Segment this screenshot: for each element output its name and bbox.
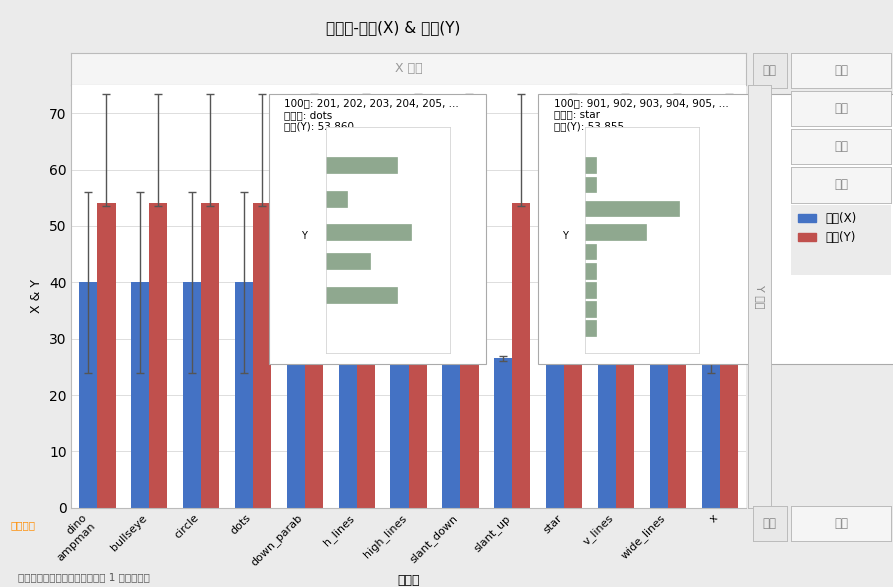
Text: 数据集-均值(X) & 均值(Y): 数据集-均值(X) & 均值(Y) [326, 21, 460, 36]
Text: 大小: 大小 [834, 140, 848, 153]
FancyBboxPatch shape [269, 93, 487, 364]
Bar [650, 359, 668, 508]
Text: 100行: 201, 202, 203, 204, 205, ...
数据集: dots
均值(Y): 53.860: 100行: 201, 202, 203, 204, 205, ... 数据集: … [284, 98, 459, 131]
Bar [513, 204, 530, 508]
Bar [183, 282, 201, 508]
Bar [287, 359, 305, 508]
Bar [494, 359, 513, 508]
Bar [409, 204, 427, 508]
FancyBboxPatch shape [538, 93, 893, 364]
Legend: 均值(X), 均值(Y): 均值(X), 均值(Y) [794, 207, 862, 248]
Text: 重叠: 重叠 [763, 64, 777, 77]
Y-axis label: X & Y: X & Y [30, 279, 44, 313]
Bar [97, 204, 115, 508]
Bar [564, 204, 582, 508]
Bar [235, 282, 253, 508]
Text: 100行: 901, 902, 903, 904, 905, ...
数据集: star
均值(Y): 53.855: 100行: 901, 902, 903, 904, 905, ... 数据集: … [554, 98, 729, 131]
Bar [305, 204, 323, 508]
Text: 每个误差条都通过均值的标准差 1 进行构造。: 每个误差条都通过均值的标准差 1 进行构造。 [18, 572, 150, 582]
Bar [668, 204, 686, 508]
Bar [149, 204, 167, 508]
Bar [546, 359, 564, 508]
Text: 登加: 登加 [834, 64, 848, 77]
Text: 频数: 频数 [763, 517, 777, 530]
Text: 地图形状: 地图形状 [11, 520, 36, 531]
Bar [597, 359, 616, 508]
Text: 颜色: 颜色 [834, 102, 848, 115]
Bar [461, 204, 479, 508]
Bar [79, 282, 97, 508]
Text: 页面: 页面 [834, 517, 848, 530]
Bar [201, 204, 220, 508]
Bar [131, 282, 149, 508]
Text: Y 频率: Y 频率 [755, 285, 764, 308]
X-axis label: 数据集: 数据集 [397, 574, 420, 587]
Bar [720, 204, 738, 508]
Bar [390, 359, 409, 508]
Bar [356, 204, 375, 508]
Bar [338, 359, 356, 508]
Bar [702, 282, 720, 508]
Text: 区间: 区间 [834, 178, 848, 191]
Bar [442, 359, 461, 508]
Text: X 分组: X 分组 [395, 62, 422, 76]
Bar [616, 204, 634, 508]
Bar [253, 204, 271, 508]
